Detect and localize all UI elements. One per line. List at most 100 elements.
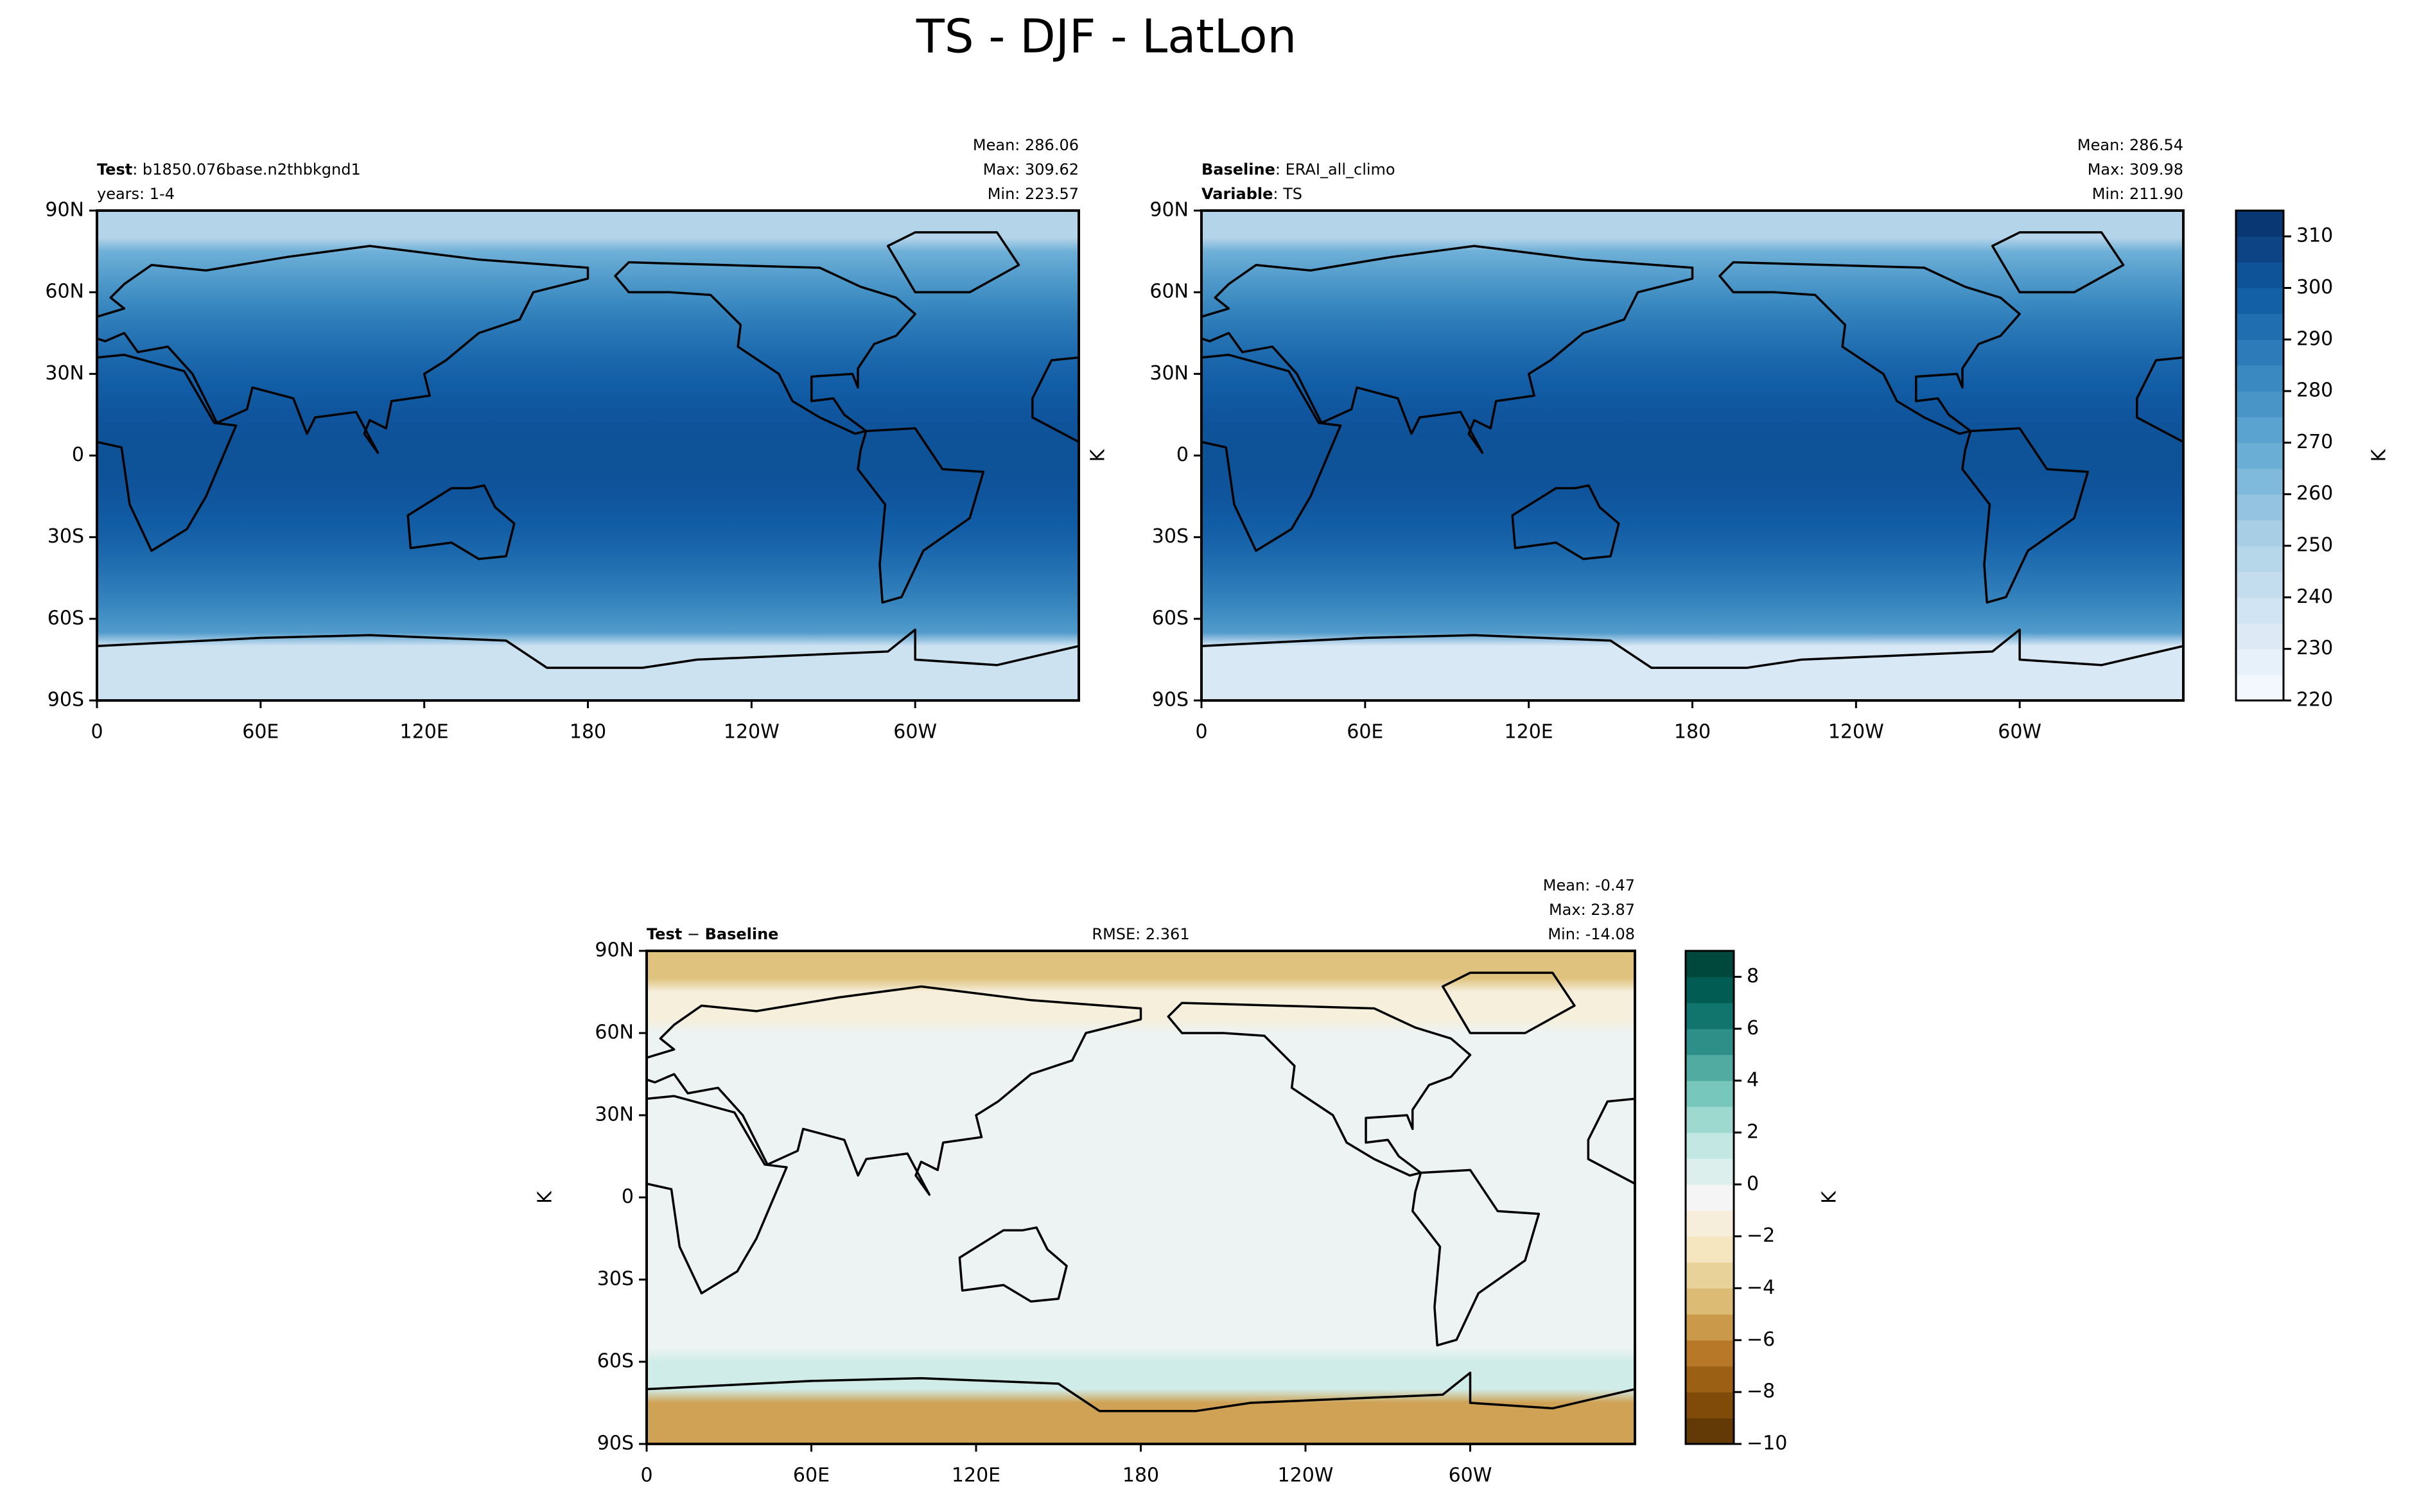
x-tick-label: 60W (893, 721, 937, 743)
map-field (97, 211, 1079, 700)
colorbar-band (2236, 674, 2283, 701)
x-tick-label: 120W (1828, 721, 1884, 743)
x-tick-label: 0 (640, 1464, 652, 1487)
colorbar-band (1686, 1106, 1734, 1133)
x-tick-label: 60E (793, 1464, 830, 1487)
stat-text: Mean: 286.06 (973, 136, 1079, 154)
header-part: : ERAI_all_climo (1275, 161, 1395, 178)
coastline (1201, 353, 1342, 552)
colorbar-tick-label: 0 (1747, 1172, 1759, 1195)
colorbar-band (1686, 1184, 1734, 1211)
colorbar-band (2236, 597, 2283, 624)
y-tick-label: 0 (622, 1186, 634, 1208)
x-tick-label: 0 (1195, 721, 1207, 743)
header-part: Variable (1201, 185, 1273, 203)
stat-text: Mean: -0.47 (1543, 876, 1635, 894)
colorbar-tick-label: 8 (1747, 965, 1759, 987)
y-axis-label: K (1087, 448, 1110, 462)
y-tick-label: 60S (48, 607, 84, 629)
stat-text: Min: 211.90 (2092, 185, 2183, 203)
coastline (1167, 1002, 1472, 1177)
colorbar-frame (2235, 209, 2285, 702)
coastline (1718, 261, 2021, 435)
coastline (1991, 231, 2125, 293)
colorbar-band (2236, 236, 2283, 263)
map-panel: 0 60E 120E 180 120W 60W 90S 60S 30S 0 30N 60N 90N Tes… (45, 136, 1080, 743)
map-panel: 0 60E 120E 180 120W 60W 90S 60S 30S 0 30N 60N 90N Bas… (1087, 136, 2391, 743)
colorbar-band (1686, 1054, 1734, 1081)
header-part: Baseline (705, 925, 779, 943)
colorbar-tick-label: 300 (2296, 276, 2333, 299)
colorbar-band (2236, 623, 2283, 650)
colorbar-band (2236, 313, 2283, 340)
x-tick-label: 60W (1449, 1464, 1492, 1487)
y-tick-label: 60N (45, 281, 84, 303)
colorbar-band (1686, 1132, 1734, 1159)
header-part: − (682, 925, 704, 943)
stat-text: Max: 23.87 (1549, 901, 1635, 919)
colorbar-tick-label: 220 (2296, 689, 2333, 711)
stat-text: Min: 223.57 (988, 185, 1079, 203)
panel-header: years: 1-4 (97, 185, 175, 203)
header-part: Baseline (1201, 161, 1275, 178)
coastline (647, 1095, 788, 1295)
y-tick-label: 90N (45, 199, 84, 222)
coastline (1587, 1097, 1635, 1185)
y-tick-label: 30S (1152, 525, 1189, 548)
colorbar-tick-label: 250 (2296, 534, 2333, 557)
colorbar-band (1686, 1210, 1734, 1237)
colorbar-label: K (1819, 1190, 1841, 1204)
coastline (1961, 427, 2090, 604)
y-tick-label: 30N (1149, 362, 1189, 385)
colorbar-band (2236, 571, 2283, 598)
y-tick-label: 60S (1152, 607, 1189, 629)
coastline (1201, 629, 2183, 700)
colorbar-band (2236, 288, 2283, 315)
colorbar-band (2236, 262, 2283, 289)
stat-text: Mean: 286.54 (2077, 136, 2183, 154)
y-tick-label: 0 (1176, 444, 1189, 466)
coastline (614, 261, 916, 435)
stat-text: Max: 309.98 (2088, 161, 2183, 178)
colorbar-band (2236, 417, 2283, 444)
y-tick-label: 90S (597, 1432, 634, 1455)
colorbar: 220 230 240 250 260 270 280 290 300 310 K (2235, 209, 2391, 711)
header-part: years: 1-4 (97, 185, 175, 203)
rmse-text: RMSE: 2.361 (1092, 925, 1189, 943)
colorbar-band (2236, 391, 2283, 417)
figure-title: TS - DJF - LatLon (916, 10, 1297, 64)
panel-header: Baseline: ERAI_all_climo (1201, 161, 1395, 178)
coastline (1411, 1169, 1541, 1347)
colorbar-band (2236, 494, 2283, 521)
colorbar-tick-label: −4 (1747, 1276, 1775, 1299)
x-tick-label: 180 (1122, 1464, 1159, 1487)
map-field (647, 951, 1635, 1444)
coastline (647, 985, 1142, 1196)
colorbar-tick-label: 6 (1747, 1017, 1759, 1039)
colorbar-band (2236, 468, 2283, 495)
colorbar-tick-label: 310 (2296, 225, 2333, 247)
coastline (857, 427, 985, 604)
x-tick-label: 120E (1505, 721, 1553, 743)
colorbar: −10 −8 −6 −4 −2 0 2 4 6 8 K (1684, 950, 1841, 1455)
y-tick-label: 90N (1149, 199, 1189, 222)
colorbar-band (1686, 1158, 1734, 1185)
colorbar-band (1686, 1029, 1734, 1056)
panel-header: Test − Baseline (647, 925, 778, 943)
y-axis-label: K (534, 1190, 557, 1204)
y-tick-label: 60N (1149, 281, 1189, 303)
colorbar-band (1686, 1288, 1734, 1315)
colorbar-tick-label: 280 (2296, 379, 2333, 402)
x-tick-label: 60E (242, 721, 279, 743)
colorbar-band (2236, 365, 2283, 392)
stat-text: Max: 309.62 (983, 161, 1079, 178)
x-tick-label: 120E (400, 721, 449, 743)
coastlines (647, 971, 1635, 1444)
header-part: Test (97, 161, 132, 178)
coastline (97, 353, 238, 552)
colorbar-band (2236, 211, 2283, 237)
coastline (886, 231, 1020, 293)
y-tick-label: 90S (48, 689, 84, 711)
colorbar-frame (1684, 950, 1735, 1445)
